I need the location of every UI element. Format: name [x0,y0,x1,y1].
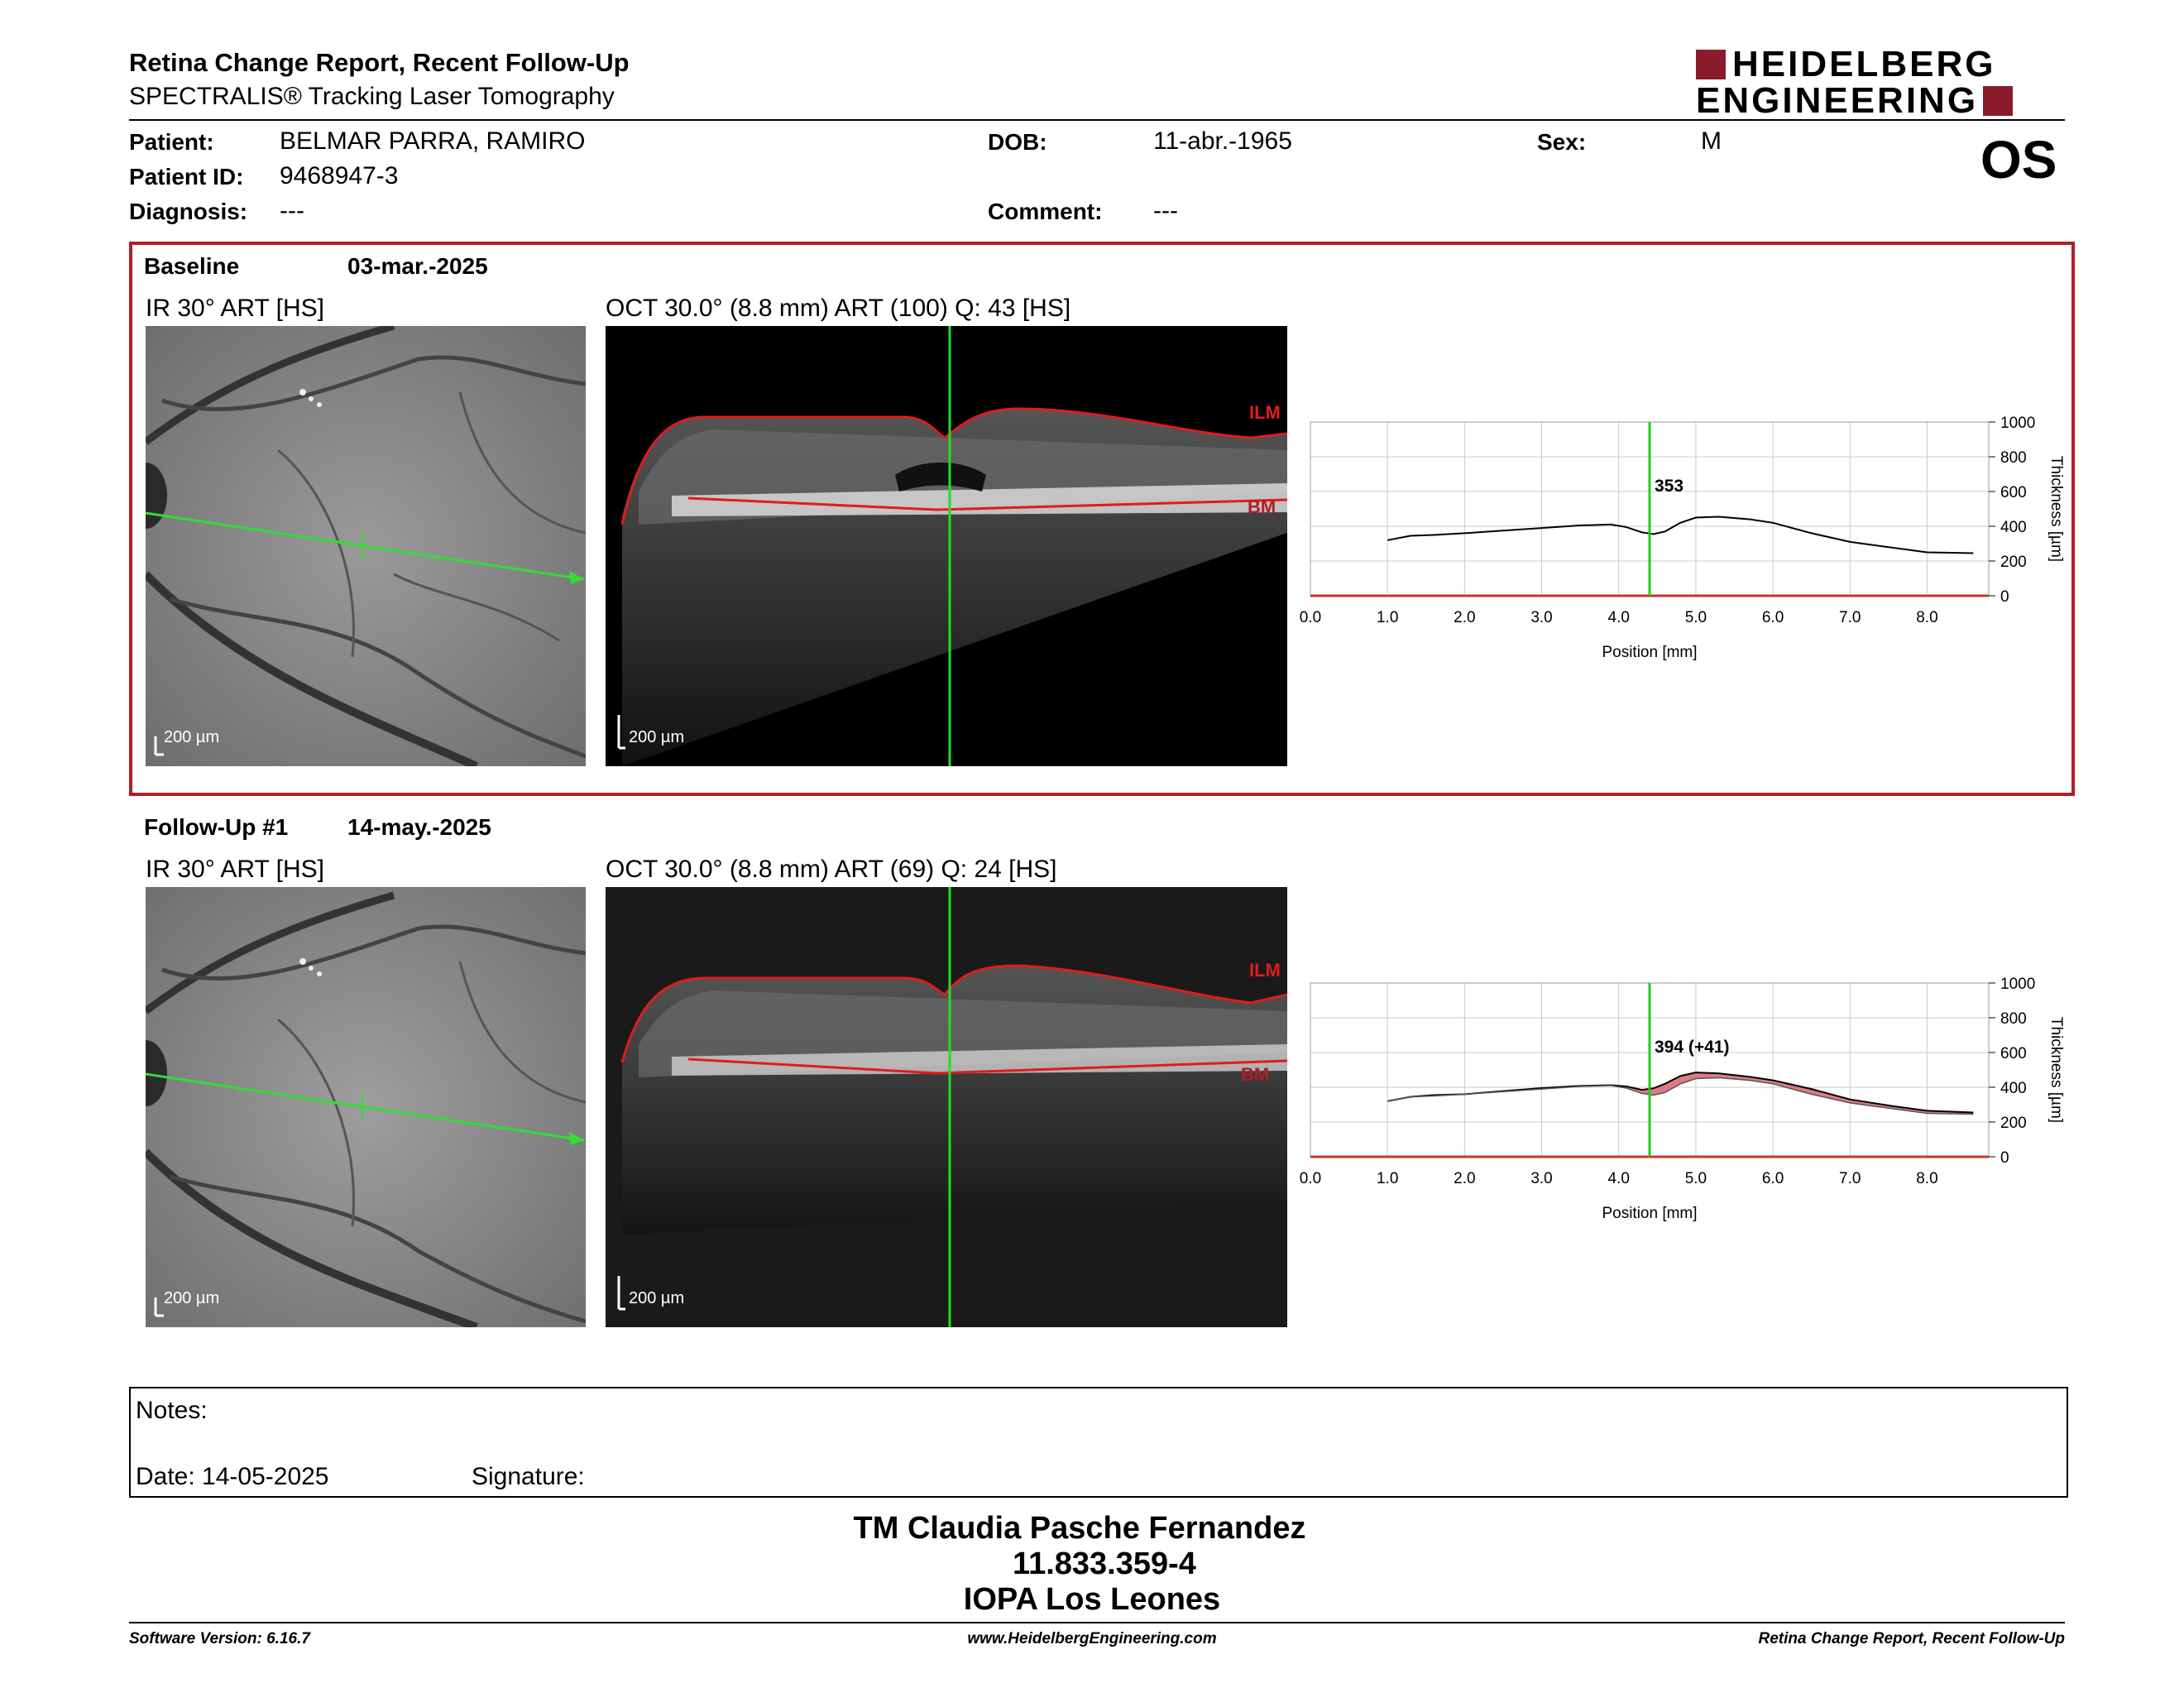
sex-label: Sex: [1537,129,1587,155]
footer-url[interactable]: www.HeidelbergEngineering.com [967,1630,1217,1647]
baseline-ir-image [146,326,586,766]
logo-line1: HEIDELBERG [1732,44,1996,84]
y-tick-label: 800 [2000,449,2027,467]
y-tick-label: 1000 [2000,976,2035,993]
baseline-thickness-chart: 0 200 400 600 800 1000 0.0 1.0 2.0 3.0 4.0 5.0 6.0 7.… [1291,409,2101,682]
thickness-change-area [1387,1072,1974,1115]
x-tick-label: 5.0 [1685,609,1707,626]
x-tick-label: 4.0 [1608,609,1630,626]
baseline-ilm-label: ILM [1249,402,1281,423]
y-tick-label: 200 [2000,554,2027,571]
position-marker-value: 394 (+41) [1655,1038,1729,1057]
stamp-line3: IOPA Los Leones [963,1582,1221,1617]
followup-oct-image [606,887,1287,1327]
followup-oct-label: OCT 30.0° (8.8 mm) ART (69) Q: 24 [HS] [606,856,1057,883]
x-tick-label: 2.0 [1454,1170,1475,1187]
followup-ir-label: IR 30° ART [HS] [146,856,324,883]
position-marker-value: 353 [1655,477,1684,496]
dob-label: DOB: [988,129,1047,155]
followup-bm-label: BM [1241,1064,1270,1085]
followup-ir-scale: 200 µm [164,1289,220,1307]
x-tick-label: 2.0 [1454,609,1475,626]
stamp-line2: 11.833.359-4 [1013,1547,1196,1581]
stamp-line1: TM Claudia Pasche Fernandez [853,1511,1306,1546]
x-tick-label: 3.0 [1530,1170,1552,1187]
footer-divider [129,1622,2065,1623]
footer-report-name: Retina Change Report, Recent Follow-Up [1758,1630,2065,1647]
x-tick-label: 0.0 [1300,1170,1321,1187]
thickness-series-line [1387,516,1974,554]
logo-square-icon [1983,86,2014,116]
baseline-label: Baseline [144,253,240,279]
y-tick-label: 400 [2000,1080,2027,1097]
followup-oct-scale: 200 µm [629,1289,685,1307]
patient-name: BELMAR PARRA, RAMIRO [280,127,586,155]
x-tick-label: 0.0 [1300,609,1321,626]
y-tick-label: 800 [2000,1010,2027,1028]
patient-name-label: Patient: [129,129,214,155]
y-axis-label: Thickness [µm] [2048,456,2065,562]
y-tick-label: 600 [2000,1045,2027,1062]
x-tick-label: 1.0 [1377,609,1398,626]
baseline-bm-label: BM [1248,496,1276,517]
x-tick-label: 7.0 [1839,1170,1861,1187]
baseline-oct-image [606,326,1287,766]
thickness-series-line [1387,1077,1974,1115]
x-tick-label: 8.0 [1916,1170,1937,1187]
diagnosis-value: --- [280,197,304,224]
y-tick-label: 400 [2000,519,2027,536]
x-tick-label: 3.0 [1530,609,1552,626]
diagnosis-label: Diagnosis: [129,199,248,224]
x-tick-label: 8.0 [1916,609,1937,626]
baseline-date: 03-mar.-2025 [347,253,488,279]
x-axis-label: Position [mm] [1602,644,1697,661]
baseline-oct-scale: 200 µm [629,728,685,746]
signature-stamp: TM Claudia Pasche Fernandez 11.833.359-4… [0,1511,2184,1618]
report-subtitle: SPECTRALIS® Tracking Laser Tomography [129,83,615,110]
baseline-frame [129,242,2075,796]
notes-label: Notes: [136,1397,208,1424]
y-tick-label: 1000 [2000,415,2035,432]
signature-label: Signature: [472,1463,585,1490]
footer-software: Software Version: 6.16.7 [129,1630,310,1647]
x-tick-label: 4.0 [1608,1170,1630,1187]
y-tick-label: 0 [2000,1149,2009,1167]
x-axis-label: Position [mm] [1602,1205,1697,1222]
followup-ir-image [146,887,586,1327]
baseline-ir-scale: 200 µm [164,728,220,746]
x-tick-label: 6.0 [1762,1170,1784,1187]
comment-label: Comment: [988,199,1103,224]
y-tick-label: 200 [2000,1115,2027,1132]
notes-box [129,1387,2068,1498]
y-tick-label: 0 [2000,588,2009,606]
logo-line2: ENGINEERING [1696,80,1979,121]
logo-square-icon [1696,50,1726,79]
y-axis-label: Thickness [µm] [2048,1017,2065,1123]
y-tick-label: 600 [2000,484,2027,501]
notes-date: Date: 14-05-2025 [136,1463,329,1490]
x-tick-label: 5.0 [1685,1170,1707,1187]
header-divider [129,119,2065,121]
followup-label: Follow-Up #1 [144,814,289,840]
x-tick-label: 6.0 [1762,609,1784,626]
followup-thickness-chart: 0 200 400 600 800 1000 0.0 1.0 2.0 3.0 4.0 5.0 6.0 7.… [1291,970,2101,1243]
followup-date: 14-may.-2025 [347,814,491,840]
patient-id-label: Patient ID: [129,164,244,189]
sex-value: M [1701,127,1722,155]
baseline-oct-label: OCT 30.0° (8.8 mm) ART (100) Q: 43 [HS] [606,295,1071,322]
baseline-ir-label: IR 30° ART [HS] [146,295,324,322]
patient-id: 9468947-3 [280,162,399,189]
x-tick-label: 7.0 [1839,609,1861,626]
eye-indicator: OS [1980,130,2057,189]
followup-ilm-label: ILM [1249,960,1281,981]
report-title: Retina Change Report, Recent Follow-Up [129,48,630,77]
dob-value: 11-abr.-1965 [1153,127,1292,155]
x-tick-label: 1.0 [1377,1170,1398,1187]
comment-value: --- [1153,197,1178,224]
